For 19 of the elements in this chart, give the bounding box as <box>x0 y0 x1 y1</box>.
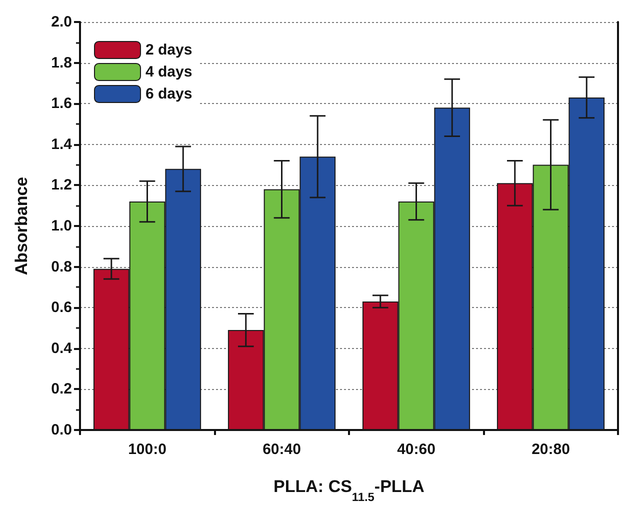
x-tick-label: 20:80 <box>532 441 570 458</box>
y-tick-label: 1.8 <box>51 54 72 72</box>
x-tick-label: 60:40 <box>262 441 301 458</box>
legend-label: 6 days <box>146 86 192 102</box>
legend-label: 2 days <box>146 42 192 58</box>
y-tick-label: 1.6 <box>51 95 72 112</box>
y-tick-label: 0.0 <box>51 422 72 438</box>
legend-label: 4 days <box>146 64 192 80</box>
y-tick-label: 1.2 <box>51 176 72 194</box>
y-tick-label: 0.6 <box>51 299 72 316</box>
y-tick-label: 1.0 <box>51 218 72 234</box>
y-tick-label: 2.0 <box>51 14 72 30</box>
y-tick-label: 0.8 <box>51 258 72 276</box>
x-tick-label: 100:0 <box>128 441 166 458</box>
y-tick-label: 1.4 <box>51 136 73 153</box>
y-tick-label: 0.4 <box>51 340 73 357</box>
y-axis-title: Absorbance <box>12 176 31 276</box>
y-tick-label: 0.2 <box>51 380 72 398</box>
x-tick-label: 40:60 <box>397 441 436 458</box>
